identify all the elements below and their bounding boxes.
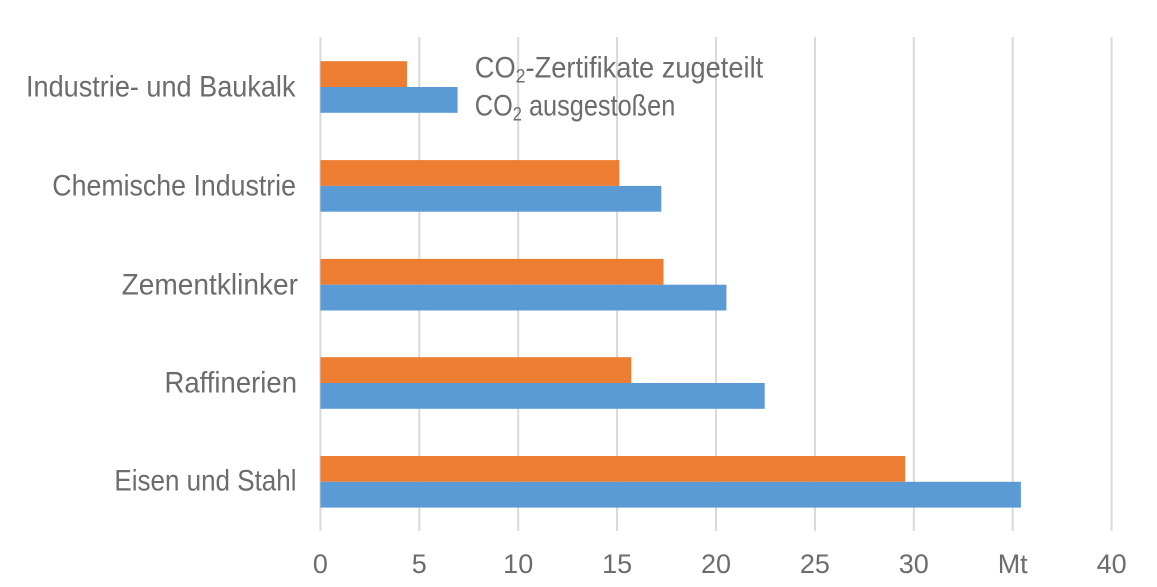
svg-text:15: 15 <box>602 549 632 579</box>
svg-text:Zementklinker: Zementklinker <box>122 269 298 302</box>
svg-text:0: 0 <box>313 549 328 579</box>
svg-text:10: 10 <box>503 549 533 579</box>
svg-text:Eisen und Stahl: Eisen und Stahl <box>114 465 296 498</box>
svg-text:25: 25 <box>800 549 830 579</box>
svg-text:Mt: Mt <box>998 549 1028 579</box>
svg-text:5: 5 <box>412 549 427 579</box>
svg-text:Industrie- und Baukalk: Industrie- und Baukalk <box>26 70 296 103</box>
svg-text:Raffinerien: Raffinerien <box>165 367 298 400</box>
svg-text:Chemische Industrie: Chemische Industrie <box>52 170 296 203</box>
svg-text:CO2 ausgestoßen: CO2 ausgestoßen <box>475 90 675 126</box>
svg-text:20: 20 <box>701 549 731 579</box>
svg-text:CO2-Zertifikate zugeteilt: CO2-Zertifikate zugeteilt <box>475 52 764 88</box>
svg-text:40: 40 <box>1097 549 1127 579</box>
svg-text:30: 30 <box>899 549 929 579</box>
